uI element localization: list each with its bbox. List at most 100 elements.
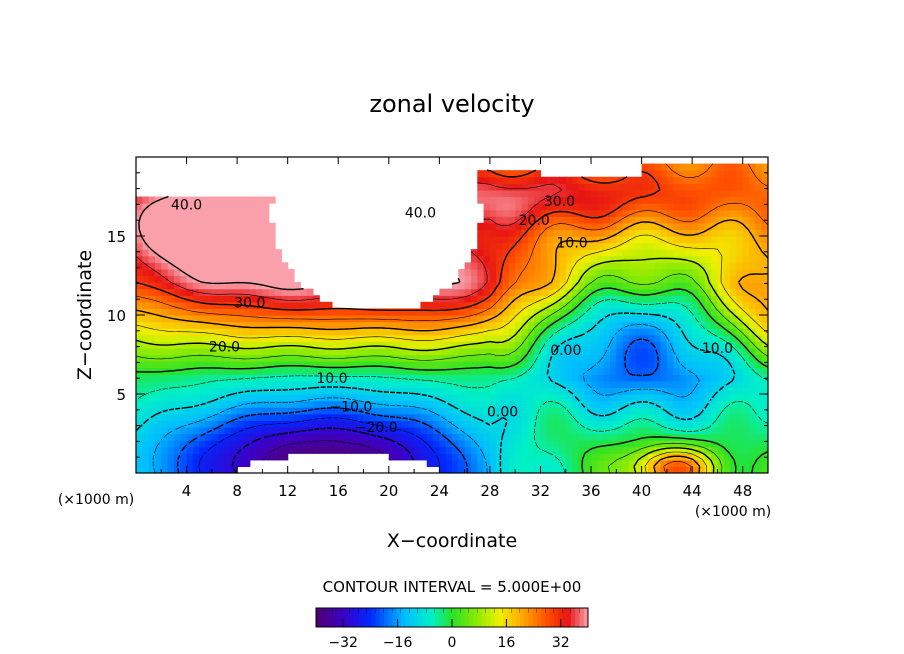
field-cell — [496, 440, 504, 448]
field-cell — [628, 361, 636, 369]
field-cell — [192, 367, 200, 375]
field-cell — [515, 453, 523, 461]
field-cell — [414, 446, 421, 454]
field-cell — [230, 361, 238, 369]
field-cell — [685, 216, 693, 224]
field-cell — [685, 341, 693, 349]
colorbar-segment — [537, 608, 542, 627]
field-cell — [572, 334, 579, 342]
field-cell — [477, 400, 485, 408]
field-cell — [325, 334, 333, 342]
field-cell — [711, 183, 719, 191]
colorbar-segment — [392, 608, 398, 627]
field-cell — [635, 301, 643, 310]
field-cell — [559, 394, 567, 402]
contour-label: 30.0 — [544, 194, 575, 210]
field-cell — [546, 275, 554, 283]
field-cell — [584, 387, 592, 395]
field-cell — [704, 374, 712, 382]
field-cell — [268, 282, 276, 290]
field-cell — [186, 374, 194, 382]
field-cell — [369, 315, 377, 323]
field-cell — [723, 189, 731, 198]
field-cell — [559, 268, 567, 277]
field-cell — [584, 288, 592, 296]
field-cell — [521, 288, 529, 296]
field-cell — [470, 440, 478, 448]
field-cell — [711, 229, 719, 237]
field-cell — [660, 170, 668, 178]
field-cell — [452, 361, 459, 369]
field-cell — [540, 189, 548, 198]
field-cell — [603, 453, 611, 461]
field-cell — [414, 453, 421, 461]
field-cell — [553, 242, 561, 250]
field-cell — [325, 387, 333, 395]
field-cell — [521, 361, 529, 369]
field-cell — [578, 255, 586, 263]
field-cell — [603, 203, 611, 211]
field-cell — [331, 308, 339, 316]
field-cell — [616, 321, 624, 329]
field-cell — [559, 308, 567, 316]
field-cell — [515, 282, 523, 290]
field-cell — [508, 420, 516, 428]
field-cell — [357, 400, 365, 408]
field-cell — [211, 315, 219, 323]
field-cell — [578, 361, 586, 369]
field-cell — [338, 420, 346, 428]
field-cell — [685, 420, 693, 428]
field-cell — [357, 374, 365, 382]
field-cell — [654, 387, 662, 395]
field-cell — [205, 196, 213, 204]
field-cell — [243, 361, 251, 369]
field-cell — [464, 413, 472, 421]
field-cell — [698, 196, 706, 204]
field-cell — [142, 400, 150, 408]
field-cell — [136, 315, 143, 323]
field-cell — [502, 236, 510, 244]
field-cell — [224, 459, 232, 468]
field-cell — [262, 361, 270, 369]
field-cell — [433, 407, 440, 415]
field-cell — [565, 367, 573, 375]
field-cell — [369, 308, 377, 316]
field-cell — [407, 446, 415, 454]
field-cell — [591, 400, 598, 408]
field-cell — [268, 380, 276, 389]
field-cell — [325, 361, 333, 369]
field-cell — [344, 347, 352, 356]
field-cell — [673, 394, 681, 402]
field-cell — [527, 407, 535, 415]
field-cell — [508, 262, 516, 270]
field-cell — [546, 189, 554, 198]
field-cell — [660, 176, 668, 184]
field-cell — [281, 361, 289, 369]
field-cell — [660, 301, 668, 310]
field-cell — [275, 367, 282, 375]
field-cell — [704, 354, 712, 362]
field-cell — [230, 347, 238, 356]
field-cell — [483, 440, 491, 448]
field-cell — [496, 229, 504, 237]
field-cell — [420, 361, 428, 369]
field-cell — [749, 459, 756, 468]
field-cell — [559, 440, 567, 448]
field-cell — [306, 288, 314, 296]
field-cell — [445, 433, 453, 441]
field-cell — [591, 380, 598, 389]
field-cell — [610, 453, 617, 461]
field-cell — [761, 189, 768, 198]
field-cell — [736, 249, 744, 257]
field-cell — [395, 341, 403, 349]
field-cell — [553, 209, 561, 217]
field-cell — [527, 288, 535, 296]
field-cell — [477, 453, 485, 461]
field-cell — [717, 407, 725, 415]
field-cell — [148, 315, 156, 323]
field-cell — [761, 354, 768, 362]
field-cell — [711, 216, 719, 224]
field-cell — [736, 176, 744, 184]
field-cell — [275, 453, 282, 461]
field-cell — [192, 216, 200, 224]
